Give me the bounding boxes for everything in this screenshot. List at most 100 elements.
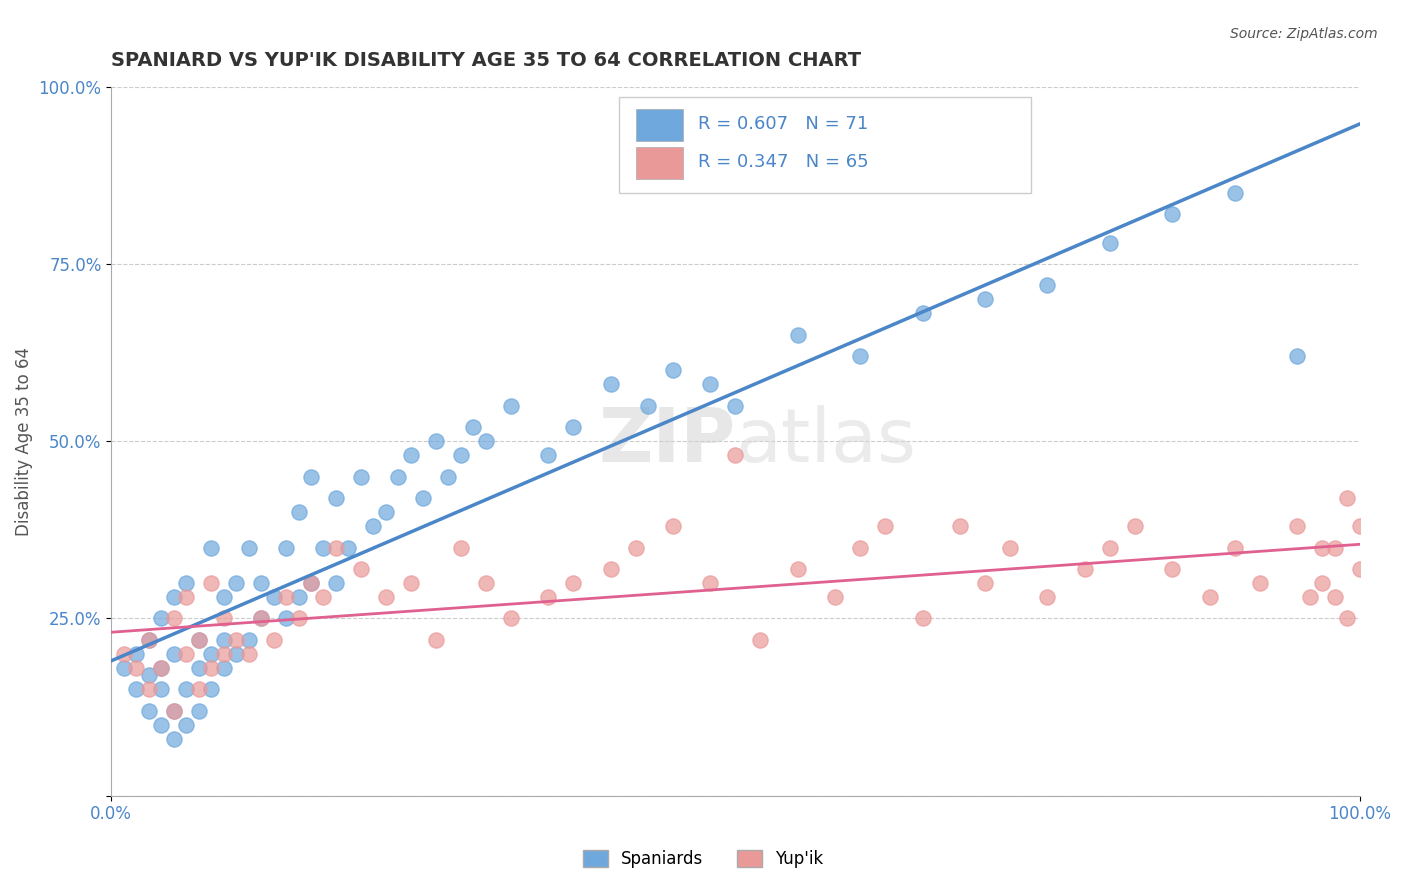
Point: [212, 632, 235, 647]
Point: [125, 647, 148, 661]
Point: [187, 632, 209, 647]
Point: [499, 611, 522, 625]
Point: [998, 541, 1021, 555]
Point: [1323, 541, 1346, 555]
Point: [824, 590, 846, 604]
Point: [312, 541, 335, 555]
Point: [949, 519, 972, 533]
Point: [662, 519, 685, 533]
Point: [299, 469, 322, 483]
Text: atlas: atlas: [735, 405, 917, 477]
Point: [537, 448, 560, 462]
Point: [499, 399, 522, 413]
Point: [174, 718, 197, 732]
Point: [225, 647, 247, 661]
Point: [238, 647, 260, 661]
Point: [1348, 519, 1371, 533]
Point: [163, 647, 186, 661]
Text: R = 0.347   N = 65: R = 0.347 N = 65: [697, 153, 869, 171]
Point: [425, 434, 447, 449]
Point: [263, 632, 285, 647]
Point: [250, 611, 273, 625]
Point: [350, 469, 373, 483]
Point: [974, 293, 997, 307]
Point: [1036, 590, 1059, 604]
Point: [212, 590, 235, 604]
Point: [562, 576, 585, 591]
Y-axis label: Disability Age 35 to 64: Disability Age 35 to 64: [15, 347, 32, 535]
Point: [163, 590, 186, 604]
Point: [786, 562, 808, 576]
Point: [250, 611, 273, 625]
Point: [350, 562, 373, 576]
Point: [849, 541, 872, 555]
Point: [325, 541, 347, 555]
Point: [1161, 207, 1184, 221]
Point: [425, 632, 447, 647]
Point: [138, 632, 160, 647]
Point: [174, 590, 197, 604]
Point: [212, 661, 235, 675]
Bar: [636, 147, 683, 178]
Point: [1336, 491, 1358, 505]
Point: [1198, 590, 1220, 604]
Point: [138, 704, 160, 718]
Bar: [636, 109, 683, 141]
Point: [287, 590, 309, 604]
Point: [537, 590, 560, 604]
Legend: Spaniards, Yup'ik: Spaniards, Yup'ik: [576, 843, 830, 875]
Point: [212, 647, 235, 661]
Point: [1323, 590, 1346, 604]
Point: [174, 576, 197, 591]
Point: [200, 541, 222, 555]
Point: [337, 541, 360, 555]
Point: [1310, 576, 1333, 591]
Point: [724, 399, 747, 413]
Point: [299, 576, 322, 591]
Text: ZIP: ZIP: [598, 405, 735, 477]
Point: [163, 611, 186, 625]
Point: [225, 576, 247, 591]
Point: [1223, 541, 1246, 555]
Point: [299, 576, 322, 591]
Point: [374, 590, 396, 604]
Point: [200, 661, 222, 675]
Point: [1123, 519, 1146, 533]
Point: [274, 541, 297, 555]
Point: [911, 611, 934, 625]
Point: [187, 682, 209, 697]
FancyBboxPatch shape: [619, 97, 1031, 193]
Point: [187, 632, 209, 647]
Point: [1298, 590, 1320, 604]
Point: [200, 647, 222, 661]
Point: [1310, 541, 1333, 555]
Point: [138, 668, 160, 682]
Point: [125, 682, 148, 697]
Point: [637, 399, 659, 413]
Point: [312, 590, 335, 604]
Point: [474, 576, 496, 591]
Point: [1348, 562, 1371, 576]
Point: [450, 541, 472, 555]
Point: [387, 469, 409, 483]
Point: [1098, 235, 1121, 250]
Point: [562, 420, 585, 434]
Point: [263, 590, 285, 604]
Point: [875, 519, 897, 533]
Point: [724, 448, 747, 462]
Point: [599, 562, 621, 576]
Point: [1161, 562, 1184, 576]
Point: [163, 704, 186, 718]
Point: [238, 632, 260, 647]
Point: [399, 576, 422, 591]
Point: [474, 434, 496, 449]
Point: [749, 632, 772, 647]
Point: [974, 576, 997, 591]
Point: [274, 590, 297, 604]
Point: [911, 306, 934, 320]
Point: [1286, 349, 1309, 363]
Point: [287, 505, 309, 519]
Point: [363, 519, 385, 533]
Point: [1286, 519, 1309, 533]
Point: [437, 469, 460, 483]
